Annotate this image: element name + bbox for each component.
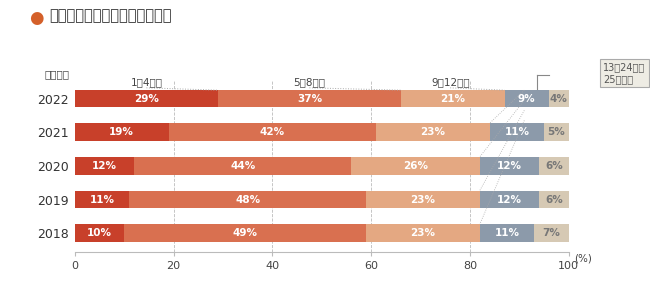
Bar bbox=[480, 225, 534, 242]
Bar bbox=[168, 124, 376, 141]
Text: 4%: 4% bbox=[550, 94, 568, 104]
Text: 23%: 23% bbox=[411, 228, 436, 238]
Text: 会議室・応接室の規模別構成比: 会議室・応接室の規模別構成比 bbox=[49, 9, 171, 23]
Text: 11%: 11% bbox=[504, 127, 529, 137]
Bar bbox=[534, 225, 569, 242]
Bar bbox=[124, 225, 366, 242]
Bar bbox=[549, 90, 569, 107]
Text: ●: ● bbox=[29, 9, 44, 27]
Text: 19%: 19% bbox=[109, 127, 134, 137]
Bar bbox=[401, 90, 504, 107]
Text: 42%: 42% bbox=[260, 127, 285, 137]
Text: 10%: 10% bbox=[87, 228, 112, 238]
Bar bbox=[352, 157, 480, 175]
Bar bbox=[218, 90, 401, 107]
Text: 21%: 21% bbox=[440, 94, 465, 104]
Bar bbox=[75, 191, 129, 208]
Text: 23%: 23% bbox=[421, 127, 445, 137]
Text: 11%: 11% bbox=[495, 228, 519, 238]
Bar bbox=[480, 191, 539, 208]
Bar bbox=[544, 124, 569, 141]
Bar bbox=[134, 157, 352, 175]
Text: (%): (%) bbox=[574, 253, 592, 263]
Text: 6%: 6% bbox=[545, 161, 563, 171]
Bar bbox=[489, 124, 544, 141]
Bar bbox=[480, 157, 539, 175]
Text: 37%: 37% bbox=[297, 94, 322, 104]
Bar bbox=[539, 157, 569, 175]
Text: 26%: 26% bbox=[403, 161, 428, 171]
Bar bbox=[376, 124, 489, 141]
Bar bbox=[75, 157, 134, 175]
Text: 13～24名用
25名以上: 13～24名用 25名以上 bbox=[603, 62, 645, 84]
Bar bbox=[504, 90, 549, 107]
Text: 44%: 44% bbox=[230, 161, 255, 171]
Text: 5%: 5% bbox=[547, 127, 566, 137]
Text: 29%: 29% bbox=[134, 94, 159, 104]
Text: 49%: 49% bbox=[233, 228, 257, 238]
Bar bbox=[129, 191, 366, 208]
Bar bbox=[366, 191, 480, 208]
Text: 9～12名用: 9～12名用 bbox=[431, 77, 469, 87]
Text: 12%: 12% bbox=[497, 194, 522, 204]
Text: 9%: 9% bbox=[518, 94, 536, 104]
Bar bbox=[75, 225, 124, 242]
Text: 48%: 48% bbox=[235, 194, 260, 204]
Bar bbox=[539, 191, 569, 208]
Text: 1～4名用: 1～4名用 bbox=[131, 77, 162, 87]
Text: 12%: 12% bbox=[92, 161, 117, 171]
Text: 6%: 6% bbox=[545, 194, 563, 204]
Bar bbox=[75, 124, 168, 141]
Text: 12%: 12% bbox=[497, 161, 522, 171]
Text: 23%: 23% bbox=[411, 194, 436, 204]
Bar bbox=[366, 225, 480, 242]
Text: 7%: 7% bbox=[543, 228, 560, 238]
Text: 5～8名用: 5～8名用 bbox=[293, 77, 326, 87]
Text: （年度）: （年度） bbox=[45, 69, 70, 79]
Bar bbox=[75, 90, 218, 107]
Text: 11%: 11% bbox=[90, 194, 114, 204]
